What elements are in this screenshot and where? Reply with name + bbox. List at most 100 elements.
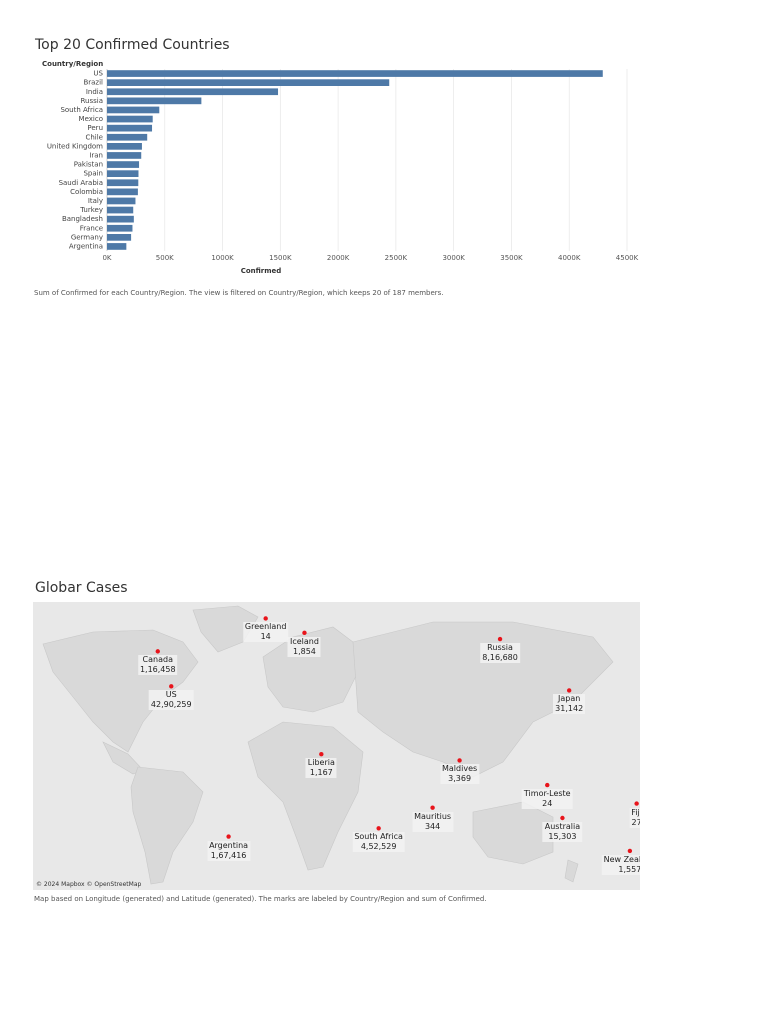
- map-label: Russia 8,16,680: [480, 643, 520, 664]
- map-label: US 42,90,259: [148, 690, 194, 711]
- map-label-value: 1,16,458: [139, 665, 176, 675]
- map-point[interactable]: [566, 688, 572, 693]
- x-tick-label: 1000K: [211, 254, 234, 262]
- category-label: Russia: [80, 97, 103, 105]
- map-point[interactable]: [430, 805, 435, 810]
- map-label-name: Maldives: [442, 764, 478, 774]
- map-point[interactable]: [545, 782, 550, 788]
- bar[interactable]: [107, 170, 139, 177]
- map-attribution[interactable]: © 2024 Mapbox © OpenStreetMap: [36, 881, 142, 888]
- map-label: Timor-Leste 24: [521, 789, 573, 810]
- map-point[interactable]: [376, 826, 381, 831]
- map-label-name: Greenland: [244, 622, 287, 632]
- x-tick-label: 4000K: [558, 254, 581, 262]
- category-label: Italy: [88, 197, 103, 205]
- map-point[interactable]: [319, 752, 324, 757]
- map-label-name: South Africa: [354, 832, 403, 842]
- map-label: Mauritius 344: [412, 811, 454, 832]
- bar[interactable]: [107, 124, 153, 132]
- map-label-value: 1,167: [309, 768, 333, 778]
- category-label: South Africa: [60, 106, 103, 114]
- bar[interactable]: [107, 179, 139, 187]
- bar-chart-title: Top 20 Confirmed Countries: [35, 37, 230, 53]
- map-label: Canada 1,16,458: [137, 655, 178, 676]
- bar[interactable]: [107, 152, 142, 159]
- map-label-value: 15,303: [548, 832, 577, 841]
- x-tick-label: 3000K: [442, 254, 465, 262]
- map-label-name: Liberia: [307, 758, 335, 768]
- land-asia: [352, 621, 614, 778]
- bar[interactable]: [107, 197, 136, 205]
- category-label: Saudi Arabia: [59, 179, 103, 187]
- x-tick-label: 4500K: [616, 254, 639, 262]
- map-point[interactable]: [169, 684, 174, 689]
- map-label: Maldives 3,369: [440, 764, 480, 785]
- land-shapes: [42, 605, 614, 885]
- category-label: Mexico: [79, 115, 103, 123]
- world-map[interactable]: Greenland 14 Iceland 1,854 Canada 1,16,458 US 4…: [33, 602, 640, 890]
- map-point[interactable]: [457, 758, 462, 763]
- bar[interactable]: [107, 243, 127, 250]
- category-label: Bangladesh: [62, 215, 103, 223]
- map-point[interactable]: [263, 616, 268, 621]
- map-label: Liberia 1,167: [305, 758, 337, 779]
- land-europe: [262, 626, 359, 713]
- map-label-value: 1,854: [292, 646, 316, 656]
- map-label-value: 14: [260, 632, 271, 642]
- x-tick-label: 2000K: [327, 254, 350, 262]
- map-label-value: 344: [424, 821, 441, 831]
- map-label-name: Russia: [487, 643, 513, 653]
- map-label-value: 31,142: [555, 704, 584, 714]
- map-point[interactable]: [560, 815, 565, 821]
- map-label-value: 8,16,680: [482, 653, 518, 663]
- category-label: India: [86, 88, 103, 96]
- bar[interactable]: [107, 224, 133, 232]
- land-new-zealand: [564, 859, 579, 883]
- map-point[interactable]: [302, 630, 307, 636]
- bar[interactable]: [107, 234, 132, 241]
- category-label: Turkey: [79, 206, 103, 214]
- map-label-value: 4,52,529: [360, 842, 397, 852]
- map-label: New Zealand1,557: [601, 854, 640, 875]
- map-label: Greenland 14: [242, 622, 289, 643]
- land-africa: [247, 721, 364, 871]
- map-label-value: 3,369: [448, 774, 472, 784]
- map-label-value: 1,557: [618, 864, 640, 874]
- map-label-name: Canada: [142, 655, 173, 665]
- bar[interactable]: [107, 215, 134, 223]
- map-points: [155, 616, 639, 854]
- bar[interactable]: [107, 79, 390, 86]
- map-label-name: US: [165, 690, 177, 700]
- x-axis-title: Confirmed: [241, 267, 282, 275]
- map-point[interactable]: [627, 848, 633, 854]
- map-label-name: Timor-Leste: [523, 789, 571, 799]
- map-label: Australia 15,303: [542, 822, 583, 842]
- map-label-name: Australia: [544, 822, 581, 831]
- bar[interactable]: [107, 106, 160, 114]
- bar[interactable]: [107, 115, 153, 123]
- map-point[interactable]: [155, 649, 160, 654]
- y-axis-title: Country/Region: [42, 60, 103, 68]
- map-point[interactable]: [226, 834, 231, 839]
- bar[interactable]: [107, 70, 603, 77]
- bar[interactable]: [107, 97, 202, 105]
- map-label: South Africa 4,52,529: [352, 832, 405, 853]
- map-label-value: 24: [542, 799, 553, 809]
- bar[interactable]: [107, 206, 134, 214]
- bar[interactable]: [107, 188, 138, 196]
- map-point[interactable]: [497, 636, 503, 642]
- map-label-value: 1,67,416: [210, 850, 247, 860]
- x-tick-label: 3500K: [500, 254, 523, 262]
- x-tick-label: 0K: [102, 254, 111, 262]
- x-tick-label: 500K: [156, 254, 174, 262]
- bar[interactable]: [107, 133, 148, 141]
- bar[interactable]: [107, 161, 140, 168]
- map-label-name: Iceland: [289, 636, 319, 646]
- bar[interactable]: [107, 143, 142, 150]
- bar[interactable]: [107, 88, 279, 96]
- map-label-name: Fiji: [631, 807, 640, 817]
- map-label-name: Japan: [558, 694, 581, 704]
- map-point[interactable]: [634, 801, 639, 806]
- bar-chart-caption: Sum of Confirmed for each Country/Region…: [34, 289, 444, 297]
- map-label-value: 42,90,259: [150, 700, 192, 710]
